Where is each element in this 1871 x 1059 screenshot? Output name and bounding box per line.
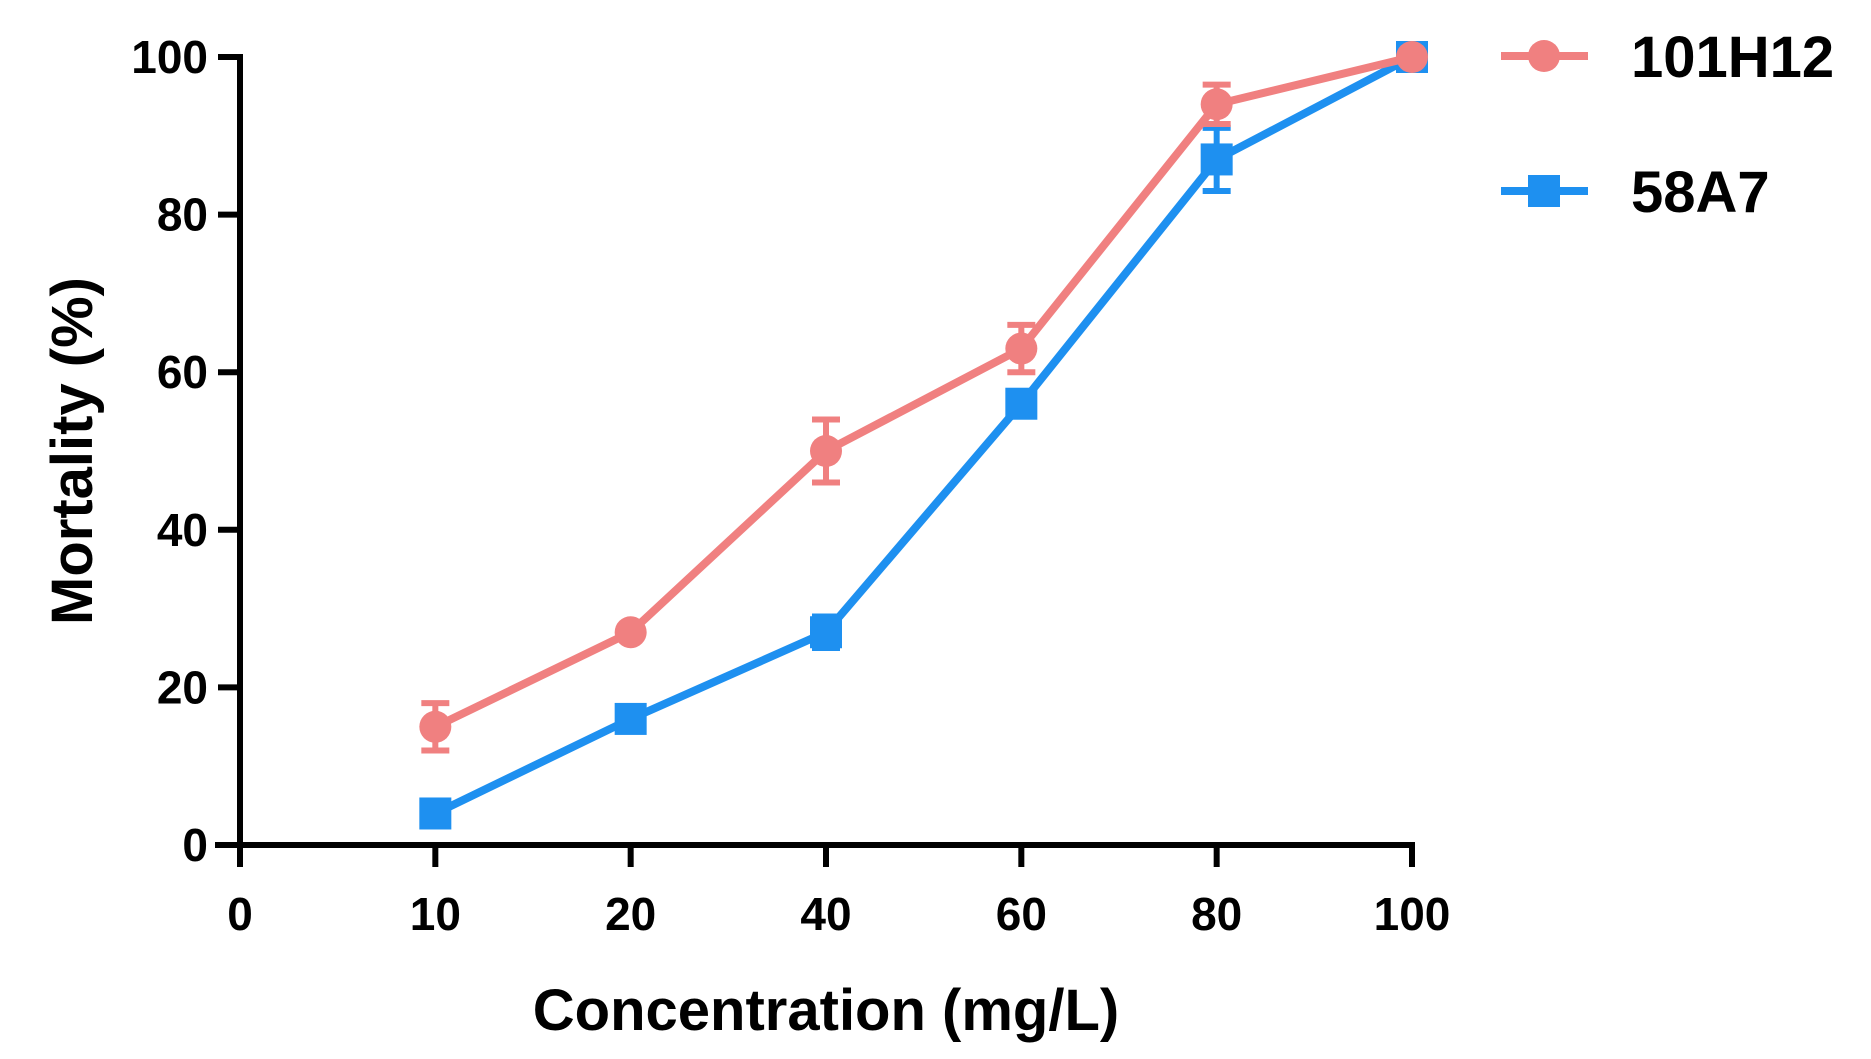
y-tick-label: 20 [157,661,208,713]
chart-axes: 0 20 40 60 80 100 0 10 20 40 60 80 100 [131,31,1450,940]
data-point-circle [810,435,842,467]
y-tick-label: 100 [131,31,208,83]
data-point-square [810,616,842,649]
legend-swatch-square [1528,175,1560,207]
data-point-circle [1396,41,1428,73]
x-tick-label: 40 [800,888,851,940]
x-axis-title: Concentration (mg/L) [533,978,1119,1043]
x-tick-label: 0 [227,888,253,940]
series-58A7 [419,41,1428,830]
x-tick-label: 80 [1191,888,1242,940]
y-tick-label: 60 [157,346,208,398]
data-point-circle [419,710,452,743]
x-tick-label: 60 [996,888,1047,940]
y-tick-label: 40 [157,504,208,556]
y-axis-title: Mortality (%) [40,277,105,625]
x-axis-ticks: 0 10 20 40 60 80 100 [227,845,1450,940]
x-tick-label: 20 [605,888,656,940]
y-tick-label: 80 [157,189,208,241]
series-line [433,53,1413,731]
data-point-square [614,702,647,735]
series-layer [419,41,1428,830]
data-point-square [1005,387,1038,420]
legend-item-101H12: 101H12 [1501,25,1834,90]
data-point-square [1200,143,1233,176]
legend-swatch-circle [1528,40,1560,72]
legend: 101H12 58A7 [1501,25,1834,225]
series-line [433,53,1414,818]
y-axis-ticks: 0 20 40 60 80 100 [131,31,240,871]
legend-label: 58A7 [1631,160,1770,225]
data-point-square [419,797,452,830]
data-point-circle [1200,88,1233,121]
series-101H12 [419,41,1428,754]
legend-label: 101H12 [1631,25,1834,90]
x-tick-label: 10 [410,888,461,940]
data-point-circle [614,616,647,649]
x-tick-label: 100 [1374,888,1451,940]
y-tick-label: 0 [182,819,208,871]
data-point-circle [1005,332,1038,365]
legend-item-58A7: 58A7 [1501,160,1770,225]
